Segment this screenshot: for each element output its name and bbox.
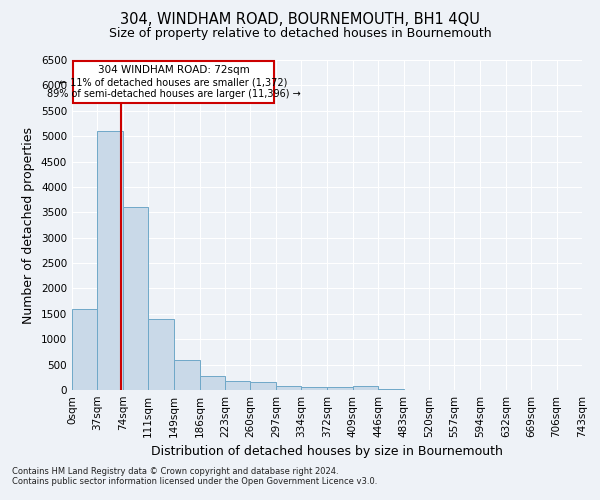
- Bar: [72, 309, 97, 390]
- Text: Contains public sector information licensed under the Open Government Licence v3: Contains public sector information licen…: [12, 477, 377, 486]
- Bar: [225, 381, 250, 390]
- Bar: [250, 382, 276, 390]
- Text: Size of property relative to detached houses in Bournemouth: Size of property relative to detached ho…: [109, 28, 491, 40]
- Bar: [276, 386, 301, 390]
- Bar: [328, 387, 353, 390]
- Bar: [148, 319, 174, 390]
- Bar: [174, 360, 200, 390]
- Bar: [123, 207, 148, 390]
- Bar: [301, 387, 328, 390]
- Y-axis label: Number of detached properties: Number of detached properties: [22, 126, 35, 324]
- Text: Contains HM Land Registry data © Crown copyright and database right 2024.: Contains HM Land Registry data © Crown c…: [12, 467, 338, 476]
- Bar: [200, 376, 225, 390]
- Bar: [97, 131, 123, 390]
- FancyBboxPatch shape: [73, 60, 274, 102]
- Text: 304, WINDHAM ROAD, BOURNEMOUTH, BH1 4QU: 304, WINDHAM ROAD, BOURNEMOUTH, BH1 4QU: [120, 12, 480, 28]
- Text: 304 WINDHAM ROAD: 72sqm: 304 WINDHAM ROAD: 72sqm: [98, 65, 250, 75]
- Text: ← 11% of detached houses are smaller (1,372): ← 11% of detached houses are smaller (1,…: [59, 78, 288, 88]
- Bar: [378, 389, 404, 390]
- Text: 89% of semi-detached houses are larger (11,396) →: 89% of semi-detached houses are larger (…: [47, 89, 301, 99]
- X-axis label: Distribution of detached houses by size in Bournemouth: Distribution of detached houses by size …: [151, 446, 503, 458]
- Bar: [353, 386, 378, 390]
